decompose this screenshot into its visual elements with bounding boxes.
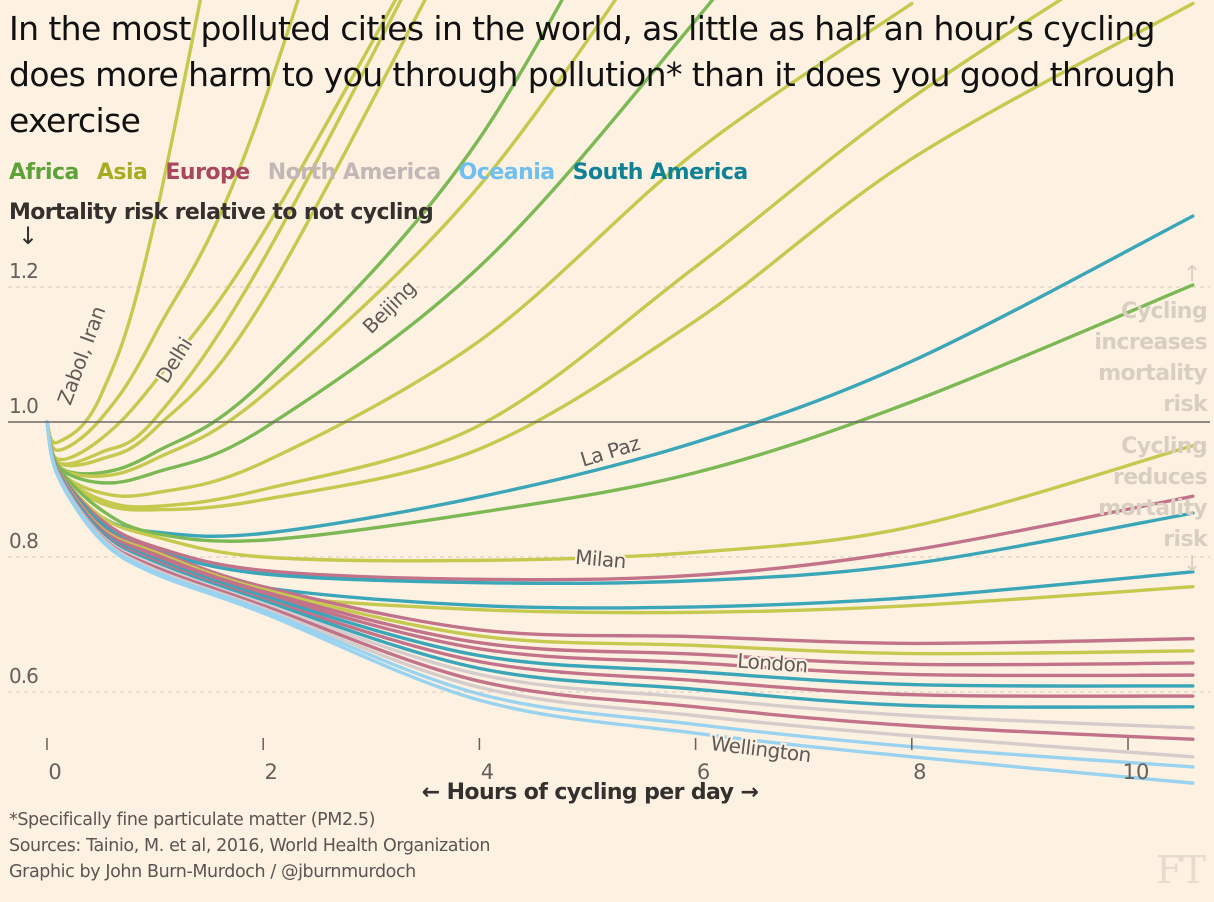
y-axis-label: Mortality risk relative to not cycling — [9, 200, 434, 225]
legend-south-america: South America — [572, 160, 749, 185]
annotation-line: risk — [1163, 527, 1207, 552]
x-tick-label: 8 — [913, 760, 926, 784]
series-line-south-america — [45, 420, 1195, 586]
series-lines — [45, 0, 1195, 785]
series-line-asia — [45, 1, 914, 498]
annotation-line: mortality — [1098, 361, 1207, 386]
x-tick-label: 2 — [265, 760, 278, 784]
series-line-asia — [45, 0, 203, 445]
annotation-reduces-risk: Cycling reduces mortality risk — [1098, 431, 1207, 555]
city-label: London — [737, 649, 809, 678]
credit: Graphic by John Burn-Murdoch / @jburnmur… — [9, 862, 416, 882]
series-line-asia — [45, 0, 300, 453]
legend-europe: Europe — [165, 160, 250, 185]
series-line-oceania — [45, 420, 1195, 785]
y-tick-label: 0.8 — [9, 529, 38, 553]
city-label: Milan — [574, 545, 627, 573]
city-label: Beijing — [358, 276, 421, 339]
axes: 0.6 0.8 1.0 1.2 0 2 4 6 8 10 — [8, 259, 1210, 784]
annotation-line: Cycling — [1121, 434, 1207, 459]
annotation-increases-risk: Cycling increases mortality risk — [1094, 296, 1207, 420]
sources: Sources: Tainio, M. et al, 2016, World H… — [9, 836, 491, 856]
x-tick-label: 6 — [697, 760, 710, 784]
series-line-africa — [45, 0, 715, 485]
ft-logo: FT — [1156, 848, 1206, 892]
chart-title: In the most polluted cities in the world… — [9, 9, 1176, 140]
series-line-africa — [45, 283, 1195, 543]
up-arrow-icon: ↑ — [1183, 262, 1202, 287]
legend-asia: Asia — [96, 160, 148, 185]
x-tick-label: 0 — [48, 760, 61, 784]
series-line-asia — [45, 1, 1195, 512]
footnote: *Specifically fine particulate matter (P… — [9, 810, 376, 830]
series-line-europe — [45, 420, 1195, 582]
legend-north-america: North America — [267, 160, 441, 185]
series-line-asia — [45, 0, 398, 462]
series-line-asia — [45, 420, 1195, 563]
annotation-line: Cycling — [1121, 299, 1207, 324]
legend: Africa Asia Europe North America Oceania Sout… — [9, 160, 766, 185]
y-tick-label: 1.2 — [9, 259, 38, 283]
x-axis-label: ← Hours of cycling per day → — [421, 780, 759, 805]
annotation-line: reduces — [1112, 465, 1208, 490]
series-line-asia — [45, 0, 1064, 509]
legend-oceania: Oceania — [458, 160, 556, 185]
annotation-line: increases — [1094, 330, 1207, 355]
annotation-line: mortality — [1098, 496, 1207, 521]
y-tick-label: 0.6 — [9, 664, 38, 688]
down-arrow-icon: ↓ — [18, 222, 39, 250]
annotation-line: risk — [1163, 392, 1207, 417]
legend-africa: Africa — [9, 160, 79, 185]
series-line-asia — [45, 0, 618, 478]
series-line-asia — [45, 0, 427, 468]
y-tick-label: 1.0 — [9, 394, 38, 418]
x-tick-label: 4 — [481, 760, 494, 784]
x-tick-label: 10 — [1123, 760, 1150, 784]
down-arrow-icon: ↓ — [1183, 552, 1202, 577]
series-line-oceania — [45, 420, 1195, 769]
